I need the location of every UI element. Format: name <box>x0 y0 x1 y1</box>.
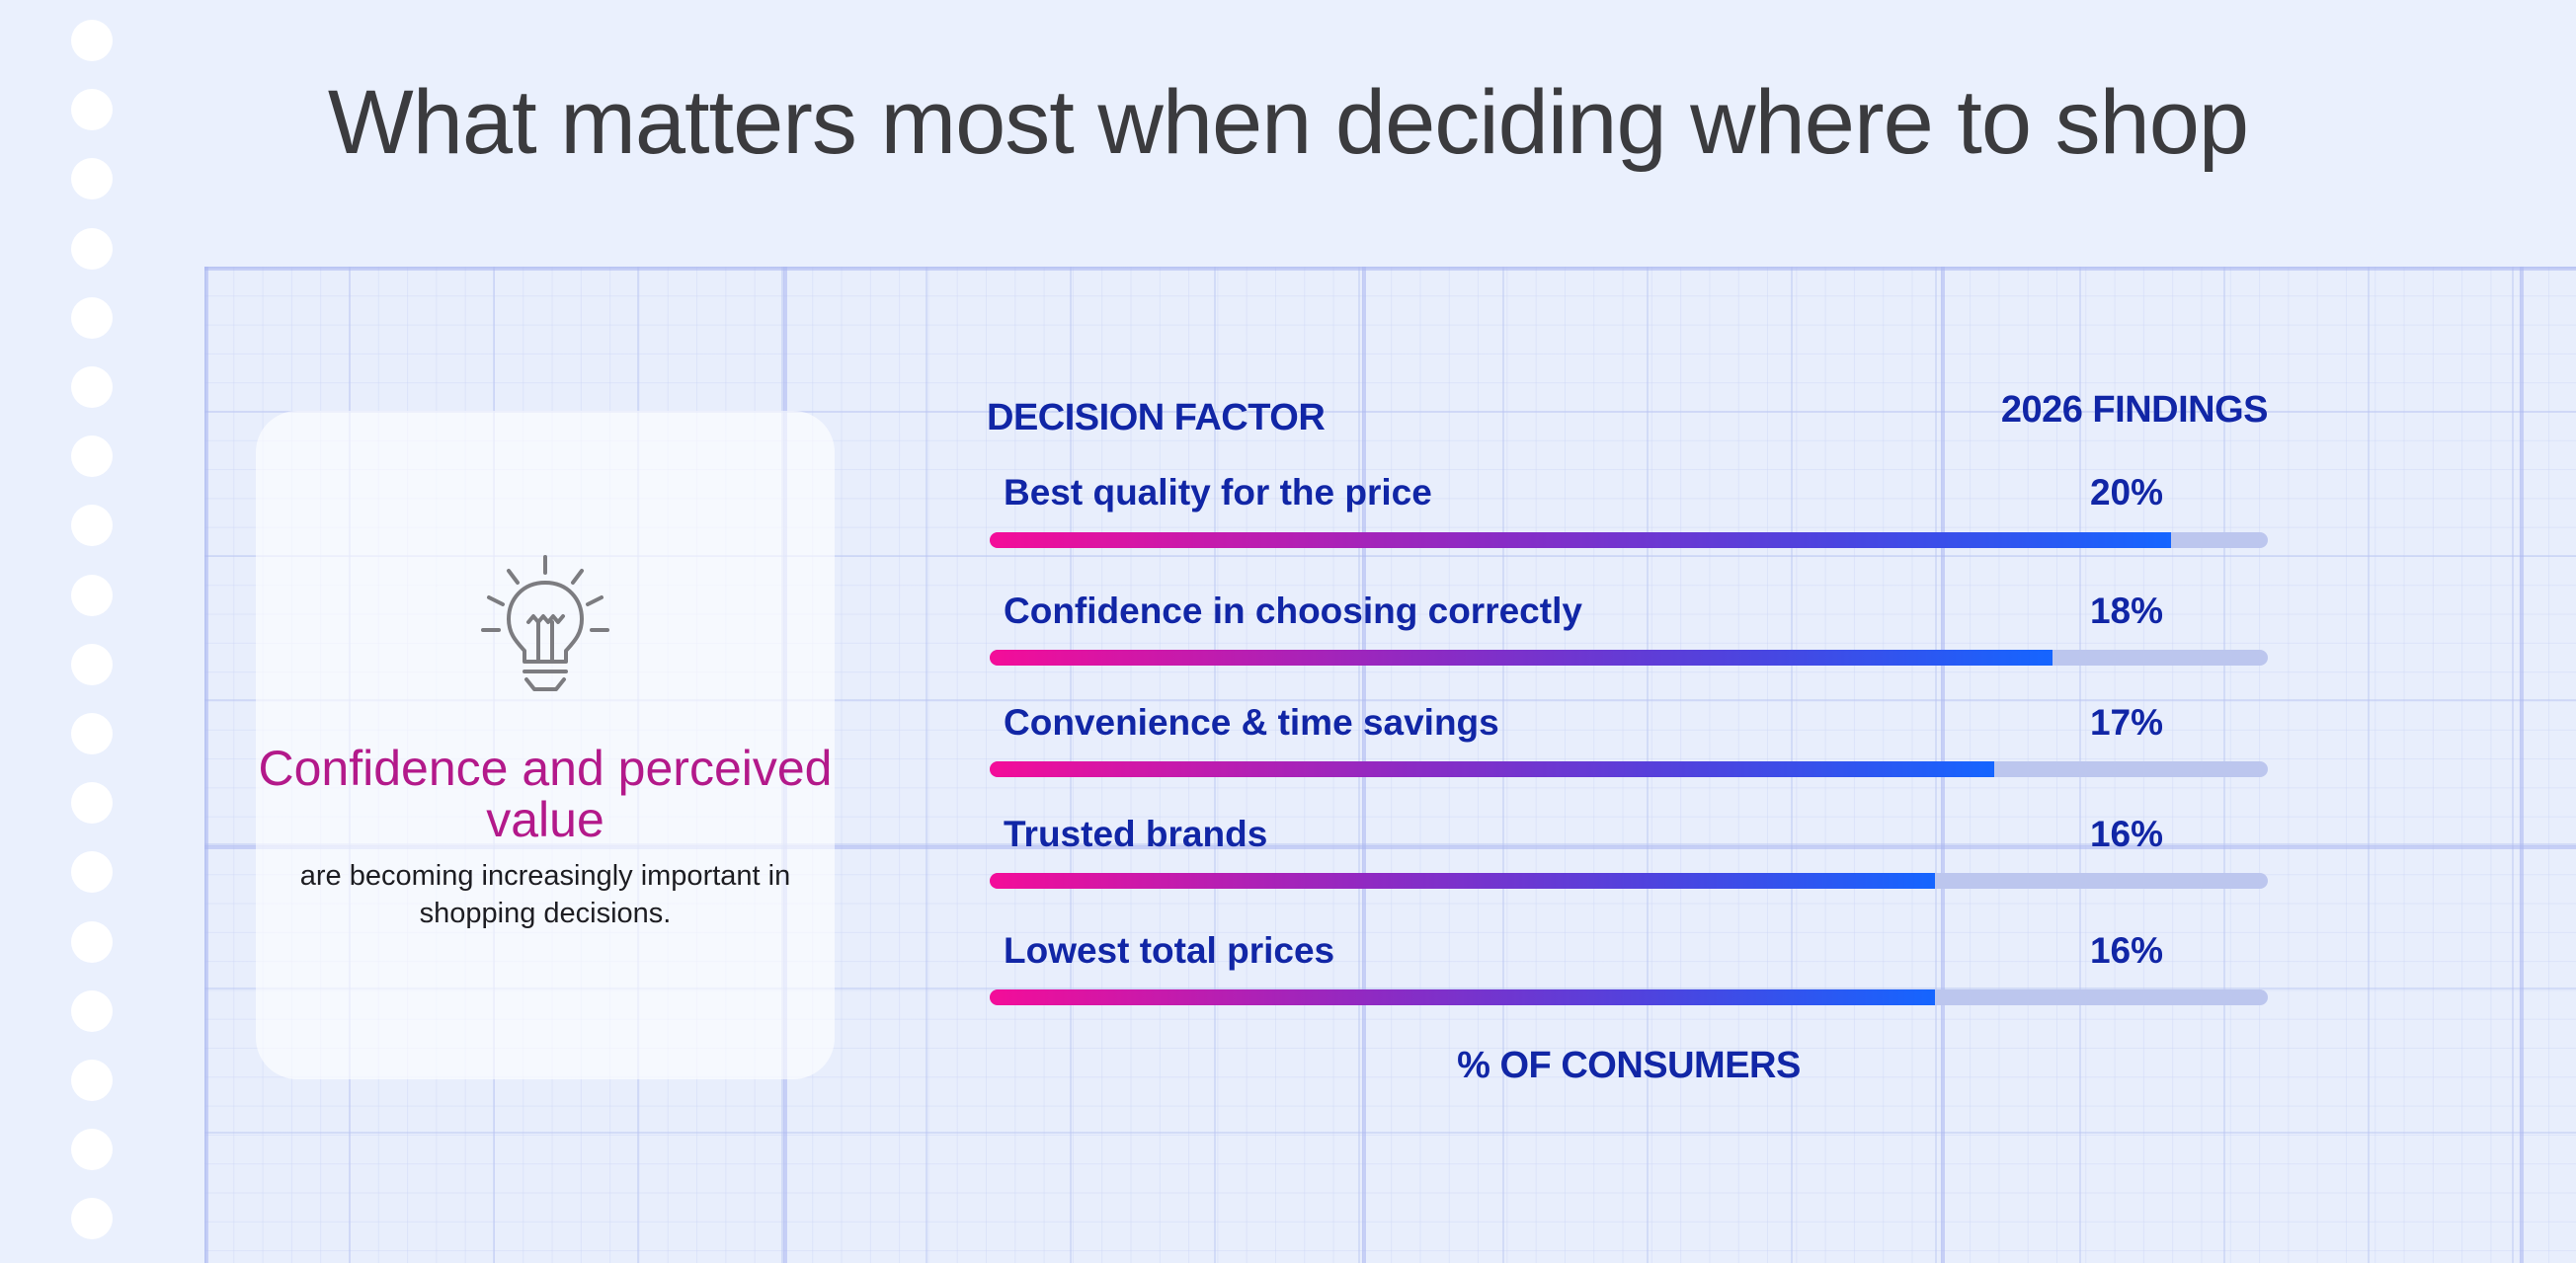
binder-hole <box>71 366 113 408</box>
findings-header: 2026 FINDINGS <box>2000 389 2269 431</box>
binder-hole <box>71 435 113 478</box>
binder-hole <box>71 296 113 339</box>
binder-hole <box>71 713 113 754</box>
binder-hole <box>71 1060 113 1101</box>
bar-label: Lowest total prices <box>1004 930 1335 971</box>
binder-hole <box>71 851 113 894</box>
binder-hole <box>71 989 113 1032</box>
bar-track <box>990 873 2268 889</box>
bar <box>990 650 2053 666</box>
binder-hole <box>71 89 113 131</box>
binder-hole <box>71 20 113 61</box>
bar-value-label: 20% <box>2089 472 2163 513</box>
x-axis-label: % OF CONSUMERS <box>1457 1045 1801 1086</box>
bar-value-label: 18% <box>2089 591 2163 631</box>
callout-card <box>256 411 835 1079</box>
bar <box>990 532 2171 548</box>
bar-value-label: 16% <box>2089 930 2163 971</box>
callout-body: are becoming increasingly important in s… <box>299 860 791 929</box>
binder-hole <box>71 920 113 963</box>
bar-label: Trusted brands <box>1004 814 1268 854</box>
binder-hole <box>71 1198 113 1240</box>
bar-label: Convenience & time savings <box>1004 702 1499 743</box>
binder-hole <box>71 782 113 825</box>
bar-track <box>990 989 2268 1005</box>
binder-hole <box>71 1129 113 1171</box>
binder-hole <box>71 643 113 685</box>
bar-track <box>990 761 2268 777</box>
bar <box>990 989 1935 1005</box>
bar-track <box>990 650 2268 666</box>
bar <box>990 761 1994 777</box>
binder-hole <box>71 505 113 547</box>
binder-holes <box>71 20 115 1244</box>
binder-hole <box>71 574 113 616</box>
bar-label: Best quality for the price <box>1004 472 1432 513</box>
page-title: What matters most when deciding where to… <box>327 72 2249 173</box>
binder-hole <box>71 158 113 200</box>
binder-hole <box>71 227 113 270</box>
callout-headline: Confidence and perceived value <box>258 741 833 847</box>
decision-factor-header: DECISION FACTOR <box>987 397 1326 438</box>
bar-label: Confidence in choosing correctly <box>1004 591 1582 631</box>
bar-value-label: 17% <box>2089 702 2163 743</box>
bar-track <box>990 532 2268 548</box>
lightbulb-icon <box>481 555 609 691</box>
bar <box>990 873 1935 889</box>
bar-value-label: 16% <box>2089 814 2163 854</box>
